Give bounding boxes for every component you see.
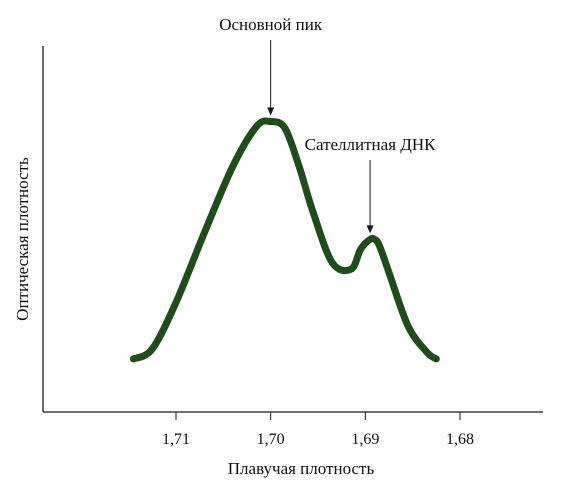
x-tick-label: 1,68 — [446, 431, 474, 448]
x-tick-label: 1,70 — [257, 431, 285, 448]
y-axis-title: Оптическая плотность — [13, 157, 32, 321]
x-tick-label: 1,71 — [162, 431, 190, 448]
annotation-label: Основной пик — [219, 15, 323, 34]
x-tick-label: 1,69 — [351, 431, 379, 448]
x-axis-title: Плавучая плотность — [228, 459, 375, 478]
annotation-arrowhead — [366, 225, 374, 234]
series-line — [129, 117, 440, 363]
annotation-label: Сателлитная ДНК — [305, 135, 436, 154]
x-ticks: 1,71 1,70 1,69 1,68 — [162, 412, 474, 448]
annotations: Основной пик Сателлитная ДНК — [219, 15, 436, 234]
annotation-arrowhead — [267, 107, 275, 116]
